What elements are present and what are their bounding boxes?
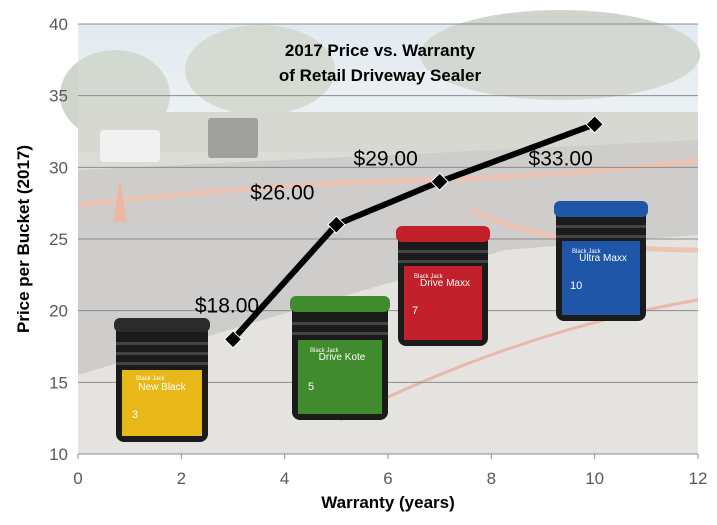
y-tick-label: 10	[49, 445, 68, 464]
bucket-label-panel	[404, 266, 482, 340]
y-tick-label: 20	[49, 302, 68, 321]
data-point	[327, 215, 346, 234]
bucket-label-panel	[298, 340, 382, 414]
y-tick-label: 30	[49, 158, 68, 177]
data-point-marker	[430, 172, 449, 191]
x-tick-label: 2	[177, 469, 186, 488]
price-series: $18.00 $26.00 $29.00 $33.00	[195, 115, 604, 349]
bucket-label-panel	[122, 370, 202, 436]
y-tick-label: 35	[49, 87, 68, 106]
x-tick-label: 12	[689, 469, 708, 488]
bucket-brand: Black Jack	[136, 376, 166, 382]
data-point	[585, 115, 604, 134]
bucket-years: 7	[412, 305, 418, 317]
bucket-product-name: Drive Maxx	[420, 278, 470, 289]
x-tick-label: 4	[280, 469, 289, 488]
x-tick-label: 10	[585, 469, 604, 488]
bucket-brand: Black Jack	[414, 274, 444, 280]
y-tick-label: 40	[49, 15, 68, 34]
data-point-marker	[585, 115, 604, 134]
data-point	[223, 330, 243, 349]
data-label: $33.00	[529, 147, 593, 170]
bucket-product-name: New Black	[138, 382, 186, 393]
series-line	[230, 121, 596, 342]
bucket-years: 3	[132, 409, 138, 421]
x-axis-title: Warranty (years)	[321, 493, 455, 512]
bucket-years: 10	[570, 280, 582, 292]
bucket-brand: Black Jack	[572, 249, 602, 255]
product-bucket-7yr: Black Jack Drive Maxx 7	[396, 226, 490, 346]
data-label: $18.00	[195, 294, 259, 317]
y-tick-label: 25	[49, 230, 68, 249]
data-point-marker	[223, 330, 243, 349]
bucket-product-name: Drive Kote	[319, 352, 366, 363]
product-bucket-3yr: Black Jack New Black 3	[114, 318, 210, 442]
y-axis-title: Price per Bucket (2017)	[14, 145, 33, 333]
chart-subtitle: of Retail Driveway Sealer	[279, 66, 482, 85]
bucket-years: 5	[308, 381, 314, 393]
y-tick-label: 15	[49, 373, 68, 392]
product-bucket-5yr: Black Jack Drive Kote 5	[290, 296, 390, 420]
data-label: $26.00	[250, 182, 314, 205]
data-point-marker	[327, 215, 346, 234]
data-label: $29.00	[354, 148, 418, 171]
chart-title: 2017 Price vs. Warranty	[285, 41, 476, 60]
x-tick-label: 6	[383, 469, 392, 488]
data-point	[430, 172, 449, 191]
bucket-brand: Black Jack	[310, 348, 340, 354]
x-tick-label: 8	[487, 469, 496, 488]
x-tick-label: 0	[73, 469, 82, 488]
bucket-product-name: Ultra Maxx	[579, 253, 627, 264]
product-bucket-10yr: Black Jack Ultra Maxx 10	[554, 201, 648, 321]
bucket-label-panel	[562, 241, 640, 315]
